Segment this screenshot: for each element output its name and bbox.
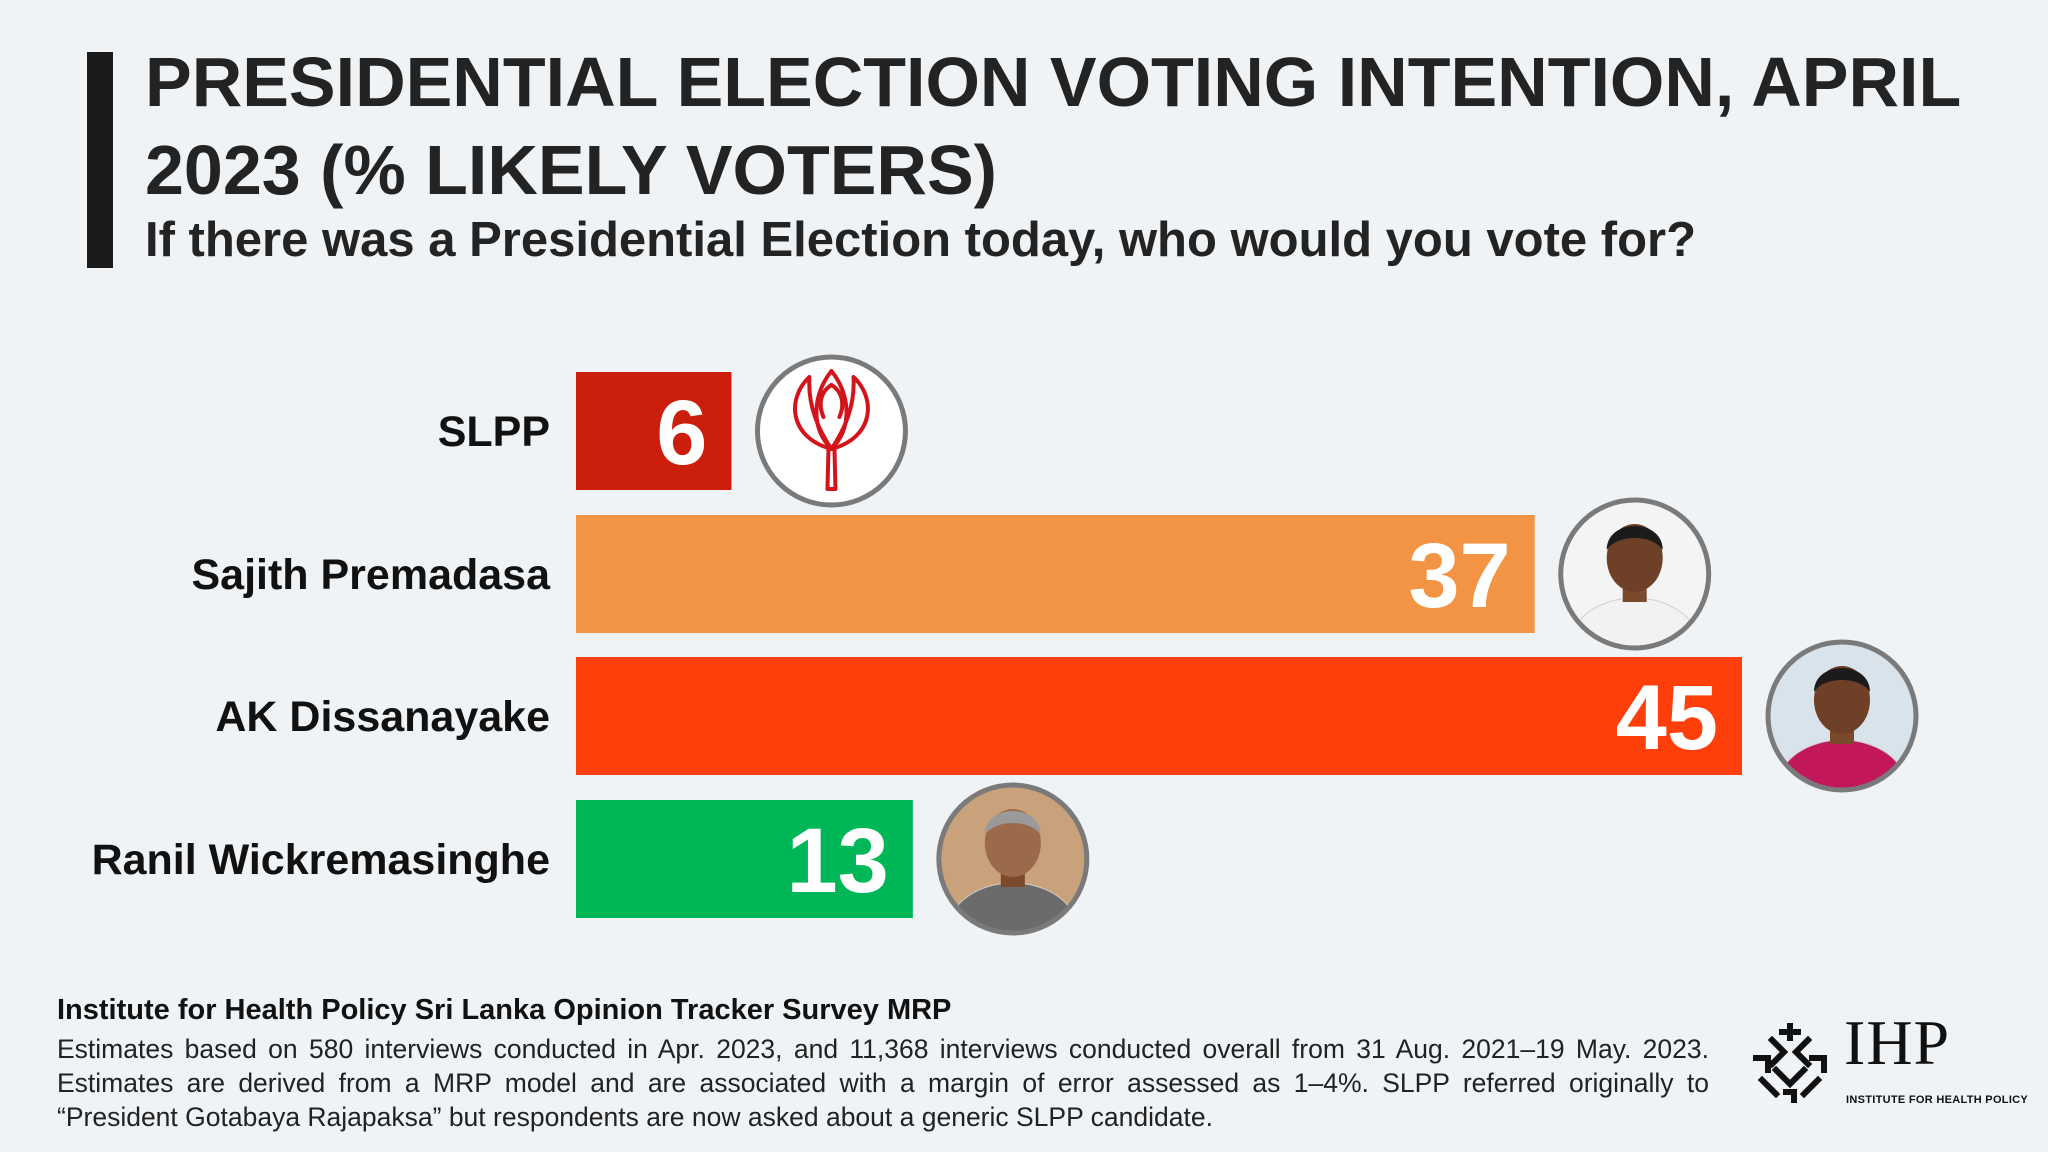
ihp-logo: IHP INSTITUTE FOR HEALTH POLICY xyxy=(1742,1007,2028,1112)
person-photo-icon xyxy=(940,787,1085,931)
category-label: Ranil Wickremasinghe xyxy=(92,836,550,884)
bar xyxy=(576,515,1535,633)
value-label: 37 xyxy=(1408,525,1510,627)
logo-full-name: INSTITUTE FOR HEALTH POLICY xyxy=(1846,1094,2029,1106)
lotus-icon xyxy=(793,369,870,491)
bar xyxy=(576,372,732,490)
bar xyxy=(576,657,1742,775)
category-label: Sajith Premadasa xyxy=(191,551,551,599)
bar-row: Sajith Premadasa 37 xyxy=(191,497,1712,651)
bar xyxy=(576,800,913,918)
value-label: 13 xyxy=(787,810,889,912)
source-note: Estimates based on 580 interviews conduc… xyxy=(57,1034,1709,1132)
bar-row: Ranil Wickremasinghe 13 xyxy=(92,782,1090,936)
bar-row: SLPP 6 xyxy=(438,354,908,508)
logo-abbreviation: IHP xyxy=(1844,1007,1951,1078)
bars-group: SLPP 6 Sajith Premadasa 37 AK Dissanayake 45 R… xyxy=(92,354,1919,936)
value-label: 6 xyxy=(656,382,707,484)
chart-subtitle: If there was a Presidential Election tod… xyxy=(145,213,1697,267)
person-photo-icon xyxy=(1770,644,1914,788)
slpp-logo-icon xyxy=(754,354,908,508)
chart-title: PRESIDENTIAL ELECTION VOTING INTENTION, … xyxy=(145,43,1960,209)
bar-chart: SLPP 6 Sajith Premadasa 37 AK Dissanayake 45 R… xyxy=(92,354,1919,936)
category-label: AK Dissanayake xyxy=(215,693,550,741)
ihp-logo-mark-icon xyxy=(1753,1023,1827,1103)
candidate-photo-icon xyxy=(1558,497,1712,651)
category-label: SLPP xyxy=(438,408,550,456)
bar-row: AK Dissanayake 45 xyxy=(215,639,1919,793)
value-label: 45 xyxy=(1616,667,1718,769)
candidate-photo-icon xyxy=(936,782,1090,936)
title-accent-bar xyxy=(87,52,113,268)
candidate-photo-icon xyxy=(1765,639,1919,793)
person-photo-icon xyxy=(1562,502,1707,646)
source-title: Institute for Health Policy Sri Lanka Op… xyxy=(57,994,952,1026)
